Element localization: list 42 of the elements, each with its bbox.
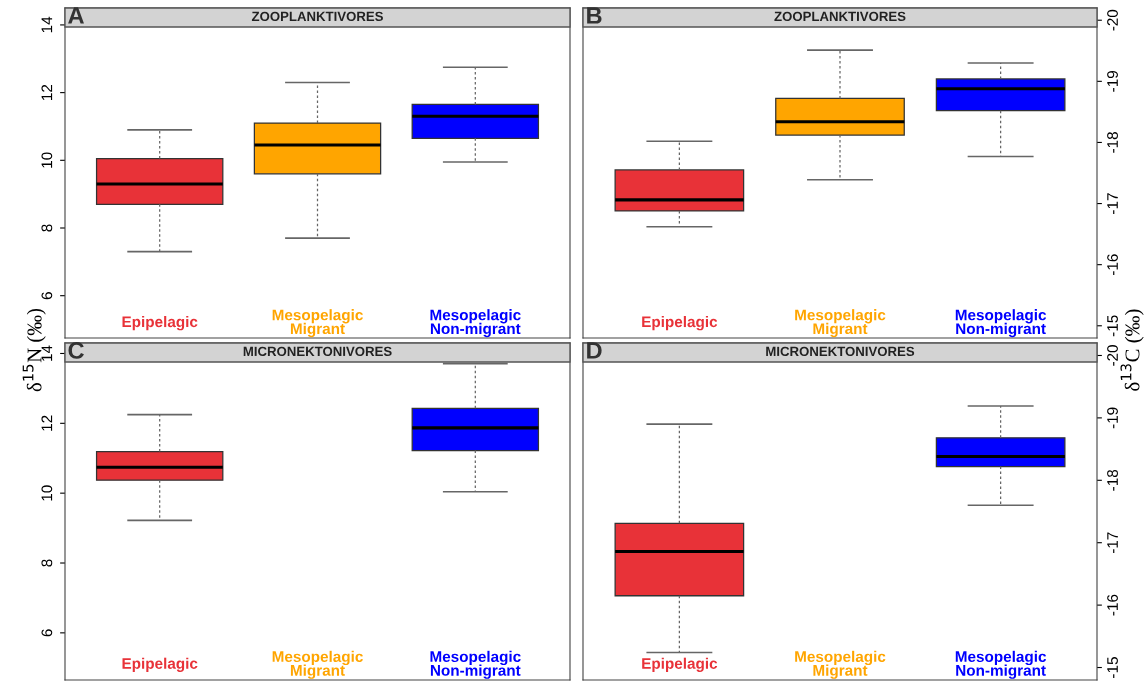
y-tick-label: -16 (1107, 254, 1118, 276)
y-tick-label: 8 (41, 224, 53, 232)
y-tick-label: 10 (41, 485, 53, 501)
y-tick-label: -17 (1107, 193, 1118, 214)
category-label: Mesopelagic Migrant (795, 650, 886, 679)
category-label: Mesopelagic Non-migrant (430, 309, 521, 338)
y-tick-label: 6 (41, 292, 53, 300)
category-label: Epipelagic (122, 657, 198, 672)
y-tick-label: 12 (41, 415, 53, 431)
category-label: Mesopelagic Migrant (795, 309, 886, 338)
y-tick-label: -19 (1107, 407, 1118, 429)
y-axis-title: δ$^{13}$C (‰) (1120, 309, 1144, 391)
category-label: Mesopelagic Non-migrant (955, 309, 1047, 338)
annotation: B (587, 7, 602, 24)
y-tick-label: 14 (41, 16, 53, 33)
category-label: Mesopelagic Non-migrant (955, 650, 1047, 679)
annotation: C (68, 342, 84, 359)
y-tick-label: -17 (1107, 532, 1118, 554)
chart-title: MICRONEKTONIVORES (766, 346, 915, 357)
y-tick-label: -19 (1107, 71, 1118, 92)
y-tick-label: 8 (41, 559, 53, 567)
y-tick-label: -20 (1107, 345, 1118, 366)
y-tick-label: -18 (1107, 132, 1118, 153)
category-label: Epipelagic (642, 657, 718, 672)
y-tick-label: -15 (1107, 657, 1118, 678)
category-label: Mesopelagic Migrant (272, 650, 363, 679)
chart-title: ZOOPLANKTIVORES (774, 11, 906, 22)
y-tick-label: 6 (41, 629, 53, 637)
y-tick-label: 12 (41, 84, 53, 100)
y-tick-label: -20 (1107, 9, 1118, 31)
y-tick-label: -18 (1107, 469, 1118, 491)
y-tick-label: -16 (1107, 594, 1118, 616)
category-label: Epipelagic (122, 316, 198, 331)
annotation: D (587, 342, 602, 359)
y-tick-label: -15 (1107, 315, 1118, 337)
chart-title: ZOOPLANKTIVORES (251, 11, 383, 22)
chart-title: MICRONEKTONIVORES (243, 346, 392, 357)
category-label: Mesopelagic Non-migrant (430, 650, 521, 679)
category-label: Mesopelagic Migrant (272, 309, 363, 338)
category-label: Epipelagic (642, 316, 718, 331)
annotation: A (68, 7, 84, 24)
y-tick-label: 10 (41, 152, 53, 168)
